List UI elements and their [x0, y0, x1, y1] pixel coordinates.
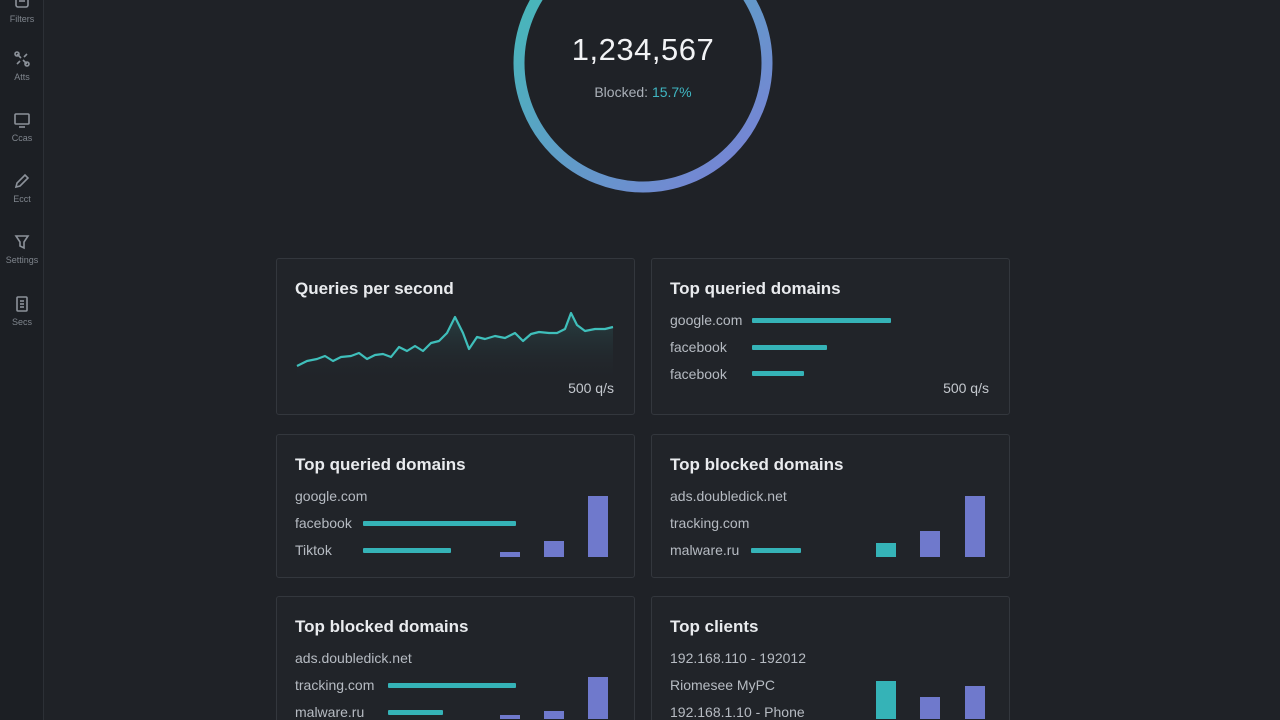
chart-bar — [965, 686, 985, 719]
domain-label[interactable]: tracking.com — [670, 515, 750, 531]
qps-value: 500 q/s — [943, 380, 989, 396]
card-top-clients[interactable]: Top clients 192.168.110 - 192012 Riomese… — [651, 596, 1010, 720]
sidebar-item-label: Atts — [14, 72, 30, 82]
sidebar-item-ccas[interactable]: Ccas — [0, 111, 44, 161]
chart-bar — [920, 531, 940, 557]
sidebar-item-label: Filters — [9, 14, 35, 24]
domain-label[interactable]: malware.ru — [295, 704, 365, 720]
sidebar-item-label: Ccas — [11, 133, 33, 143]
domain-bar — [751, 548, 801, 553]
card-top-blocked-domains-2[interactable]: Top blocked domains ads.doubledick.net t… — [276, 596, 635, 720]
domain-label[interactable]: facebook — [670, 366, 727, 382]
chart-bar — [920, 697, 940, 719]
card-title: Top clients — [670, 617, 759, 636]
chart-bar — [544, 711, 564, 719]
sidebar-item-secs[interactable]: Secs — [0, 295, 44, 345]
card-title: Top blocked domains — [295, 617, 469, 636]
document-icon — [16, 296, 28, 312]
client-label[interactable]: 192.168.110 - 192012 — [670, 650, 806, 666]
domain-bar — [388, 710, 443, 715]
domain-bar — [752, 345, 827, 350]
card-top-queried-domains[interactable]: Top queried domains google.com facebook … — [651, 258, 1010, 415]
card-title: Top queried domains — [295, 455, 466, 474]
blocked-label: Blocked: — [594, 84, 649, 100]
domain-label[interactable]: google.com — [295, 488, 368, 504]
pencil-icon — [14, 173, 30, 189]
domain-label[interactable]: Tiktok — [295, 542, 332, 558]
domain-bar — [388, 683, 516, 688]
card-title: Top blocked domains — [670, 455, 844, 474]
monitor-icon — [14, 113, 30, 128]
sidebar-item-label: Secs — [11, 317, 32, 327]
tools-icon — [14, 51, 30, 67]
domain-label[interactable]: ads.doubledick.net — [295, 650, 412, 666]
domain-label[interactable]: ads.doubledick.net — [670, 488, 787, 504]
total-queries-value: 1,234,567 — [571, 32, 715, 67]
blocked-summary: Blocked: 15.7% — [512, 84, 774, 100]
domain-label[interactable]: facebook — [670, 339, 727, 355]
sidebar-item-filters[interactable]: Filters — [0, 0, 44, 42]
chart-bar — [500, 715, 520, 719]
domain-bar — [363, 521, 516, 526]
chart-bar — [965, 496, 985, 557]
chart-bar — [876, 543, 896, 557]
domain-label[interactable]: malware.ru — [670, 542, 740, 558]
funnel-icon — [14, 235, 30, 250]
chart-bar — [544, 541, 564, 557]
blocked-percent: 15.7% — [651, 84, 692, 100]
domain-bar — [752, 371, 804, 376]
total-queries-ring: 1,234,567 Blocked: 15.7% — [512, 0, 774, 194]
chart-bar — [500, 552, 520, 557]
domain-bar — [752, 318, 891, 323]
client-label[interactable]: Riomesee MyPC — [670, 677, 776, 693]
chart-bar — [588, 677, 608, 719]
qps-value: 500 q/s — [568, 380, 614, 396]
card-title: Queries per second — [295, 279, 454, 298]
sidebar-item-ecct[interactable]: Ecct — [0, 172, 44, 222]
sidebar: Filters Atts Ccas Ecct Settings Secs — [0, 0, 44, 720]
card-top-queried-domains-2[interactable]: Top queried domains google.com facebook … — [276, 434, 635, 578]
sidebar-item-label: Settings — [5, 255, 39, 265]
domain-label[interactable]: google.com — [670, 312, 743, 328]
domain-label[interactable]: facebook — [295, 515, 352, 531]
sidebar-item-atts[interactable]: Atts — [0, 50, 44, 100]
sidebar-item-label: Ecct — [13, 194, 31, 204]
qps-sparkline — [296, 311, 614, 383]
domain-bar — [363, 548, 451, 553]
chart-bar — [876, 681, 896, 719]
chart-bar — [588, 496, 608, 557]
card-top-blocked-domains[interactable]: Top blocked domains ads.doubledick.net t… — [651, 434, 1010, 578]
domain-label[interactable]: tracking.com — [295, 677, 375, 693]
filter-icon — [15, 0, 29, 8]
card-title: Top queried domains — [670, 279, 841, 298]
client-label[interactable]: 192.168.1.10 - Phone — [670, 704, 805, 720]
card-queries-per-second[interactable]: Queries per second 500 q/s — [276, 258, 635, 415]
sidebar-item-settings[interactable]: Settings — [0, 233, 44, 283]
